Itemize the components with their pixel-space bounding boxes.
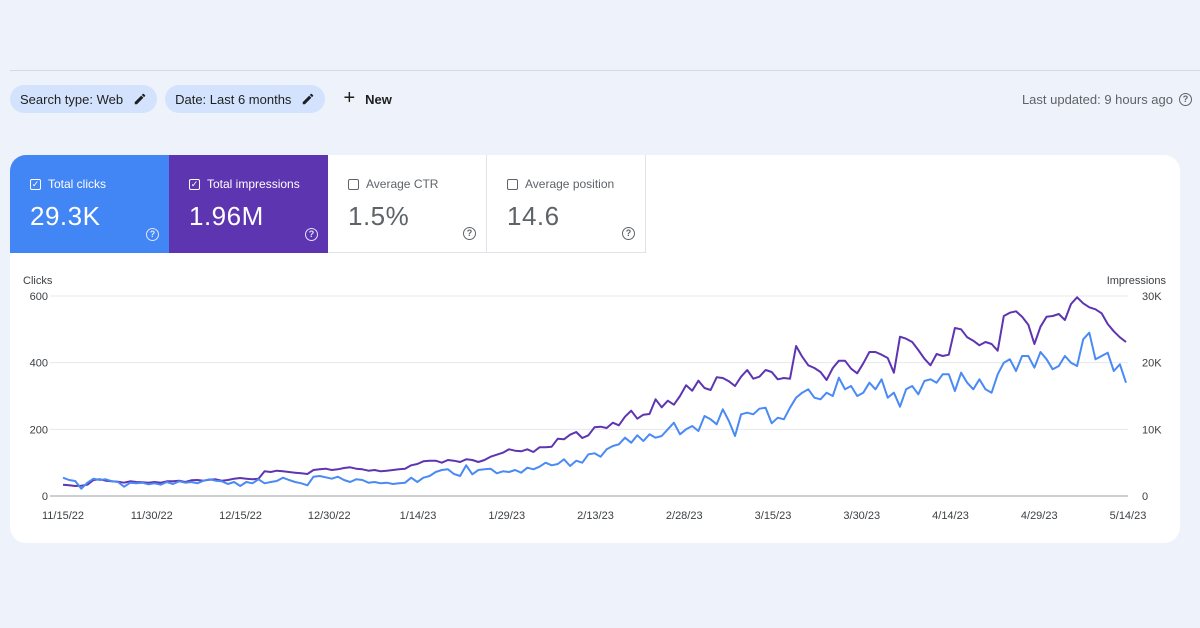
new-filter-label: New bbox=[365, 91, 392, 107]
x-tick-label: 5/14/23 bbox=[1110, 510, 1147, 522]
impressions-series-line bbox=[62, 296, 1127, 487]
y-right-tick-label: 10K bbox=[1142, 424, 1162, 436]
header-divider bbox=[10, 70, 1200, 71]
y-left-tick-label: 0 bbox=[42, 491, 48, 503]
metric-average-position[interactable]: Average position 14.6 ? bbox=[487, 155, 646, 253]
checkbox-checked-icon: ✓ bbox=[30, 178, 41, 190]
y-right-tick-label: 30K bbox=[1142, 291, 1162, 303]
x-tick-label: 3/30/23 bbox=[843, 510, 880, 522]
metric-total-clicks[interactable]: ✓ Total clicks 29.3K ? bbox=[10, 155, 169, 253]
checkbox-unchecked-icon bbox=[507, 178, 518, 190]
metric-value: 29.3K bbox=[30, 201, 101, 231]
x-tick-label: 11/15/22 bbox=[42, 510, 84, 522]
x-tick-label: 3/15/23 bbox=[755, 510, 792, 522]
last-updated-text: Last updated: 9 hours ago bbox=[1021, 92, 1173, 107]
metric-label: Average CTR bbox=[366, 177, 439, 191]
filter-bar: Search type: Web Date: Last 6 months + N… bbox=[10, 85, 402, 113]
metric-label: Average position bbox=[525, 177, 615, 191]
y-left-tick-label: 200 bbox=[30, 424, 48, 436]
metric-value: 14.6 bbox=[507, 201, 560, 231]
metric-value: 1.96M bbox=[189, 201, 264, 231]
x-tick-label: 2/28/23 bbox=[666, 510, 703, 522]
y-left-tick-label: 400 bbox=[30, 358, 48, 370]
date-chip[interactable]: Date: Last 6 months bbox=[165, 85, 326, 113]
x-tick-label: 2/13/23 bbox=[577, 510, 614, 522]
clicks-series-line bbox=[62, 331, 1127, 490]
help-icon[interactable]: ? bbox=[463, 227, 476, 240]
pencil-icon bbox=[303, 93, 314, 105]
y-left-tick-label: 600 bbox=[30, 291, 48, 303]
x-tick-label: 12/15/22 bbox=[219, 510, 262, 522]
y-right-tick-label: 0 bbox=[1142, 491, 1148, 503]
search-type-chip-label: Search type: Web bbox=[20, 91, 124, 107]
checkbox-checked-icon: ✓ bbox=[189, 178, 200, 190]
x-tick-label: 1/29/23 bbox=[488, 510, 525, 522]
metric-label: Total clicks bbox=[48, 177, 107, 191]
plus-icon: + bbox=[343, 87, 356, 109]
metric-average-ctr[interactable]: Average CTR 1.5% ? bbox=[328, 155, 487, 253]
date-chip-label: Date: Last 6 months bbox=[175, 91, 292, 107]
performance-card: ✓ Total clicks 29.3K ? ✓ Total impressions… bbox=[10, 155, 1180, 543]
new-filter-button[interactable]: + New bbox=[333, 85, 401, 113]
x-tick-label: 1/14/23 bbox=[400, 510, 437, 522]
metric-total-impressions[interactable]: ✓ Total impressions 1.96M ? bbox=[169, 155, 328, 253]
pencil-icon bbox=[134, 93, 146, 105]
x-tick-label: 4/14/23 bbox=[932, 510, 969, 522]
performance-chart: Clicks Impressions 0 0 200 10K 400 20K 600 30K 11/… bbox=[23, 275, 1167, 522]
metric-value: 1.5% bbox=[348, 201, 410, 231]
x-tick-label: 4/29/23 bbox=[1021, 510, 1058, 522]
help-icon[interactable]: ? bbox=[1179, 93, 1192, 106]
x-tick-label: 12/30/22 bbox=[308, 510, 351, 522]
metric-tabs: ✓ Total clicks 29.3K ? ✓ Total impressions… bbox=[10, 155, 646, 253]
metric-label: Total impressions bbox=[207, 177, 300, 191]
top-band bbox=[0, 0, 1200, 70]
search-type-chip[interactable]: Search type: Web bbox=[10, 85, 158, 113]
y-right-tick-label: 20K bbox=[1142, 358, 1162, 370]
y-axis-left-title: Clicks bbox=[23, 275, 53, 287]
help-icon[interactable]: ? bbox=[622, 227, 635, 240]
bottom-band bbox=[0, 565, 1200, 628]
checkbox-unchecked-icon bbox=[348, 178, 359, 190]
help-icon[interactable]: ? bbox=[305, 228, 318, 241]
help-icon[interactable]: ? bbox=[146, 228, 159, 241]
y-axis-right-title: Impressions bbox=[1107, 275, 1167, 287]
last-updated: Last updated: 9 hours ago ? bbox=[1022, 92, 1192, 107]
x-tick-label: 11/30/22 bbox=[131, 510, 173, 522]
